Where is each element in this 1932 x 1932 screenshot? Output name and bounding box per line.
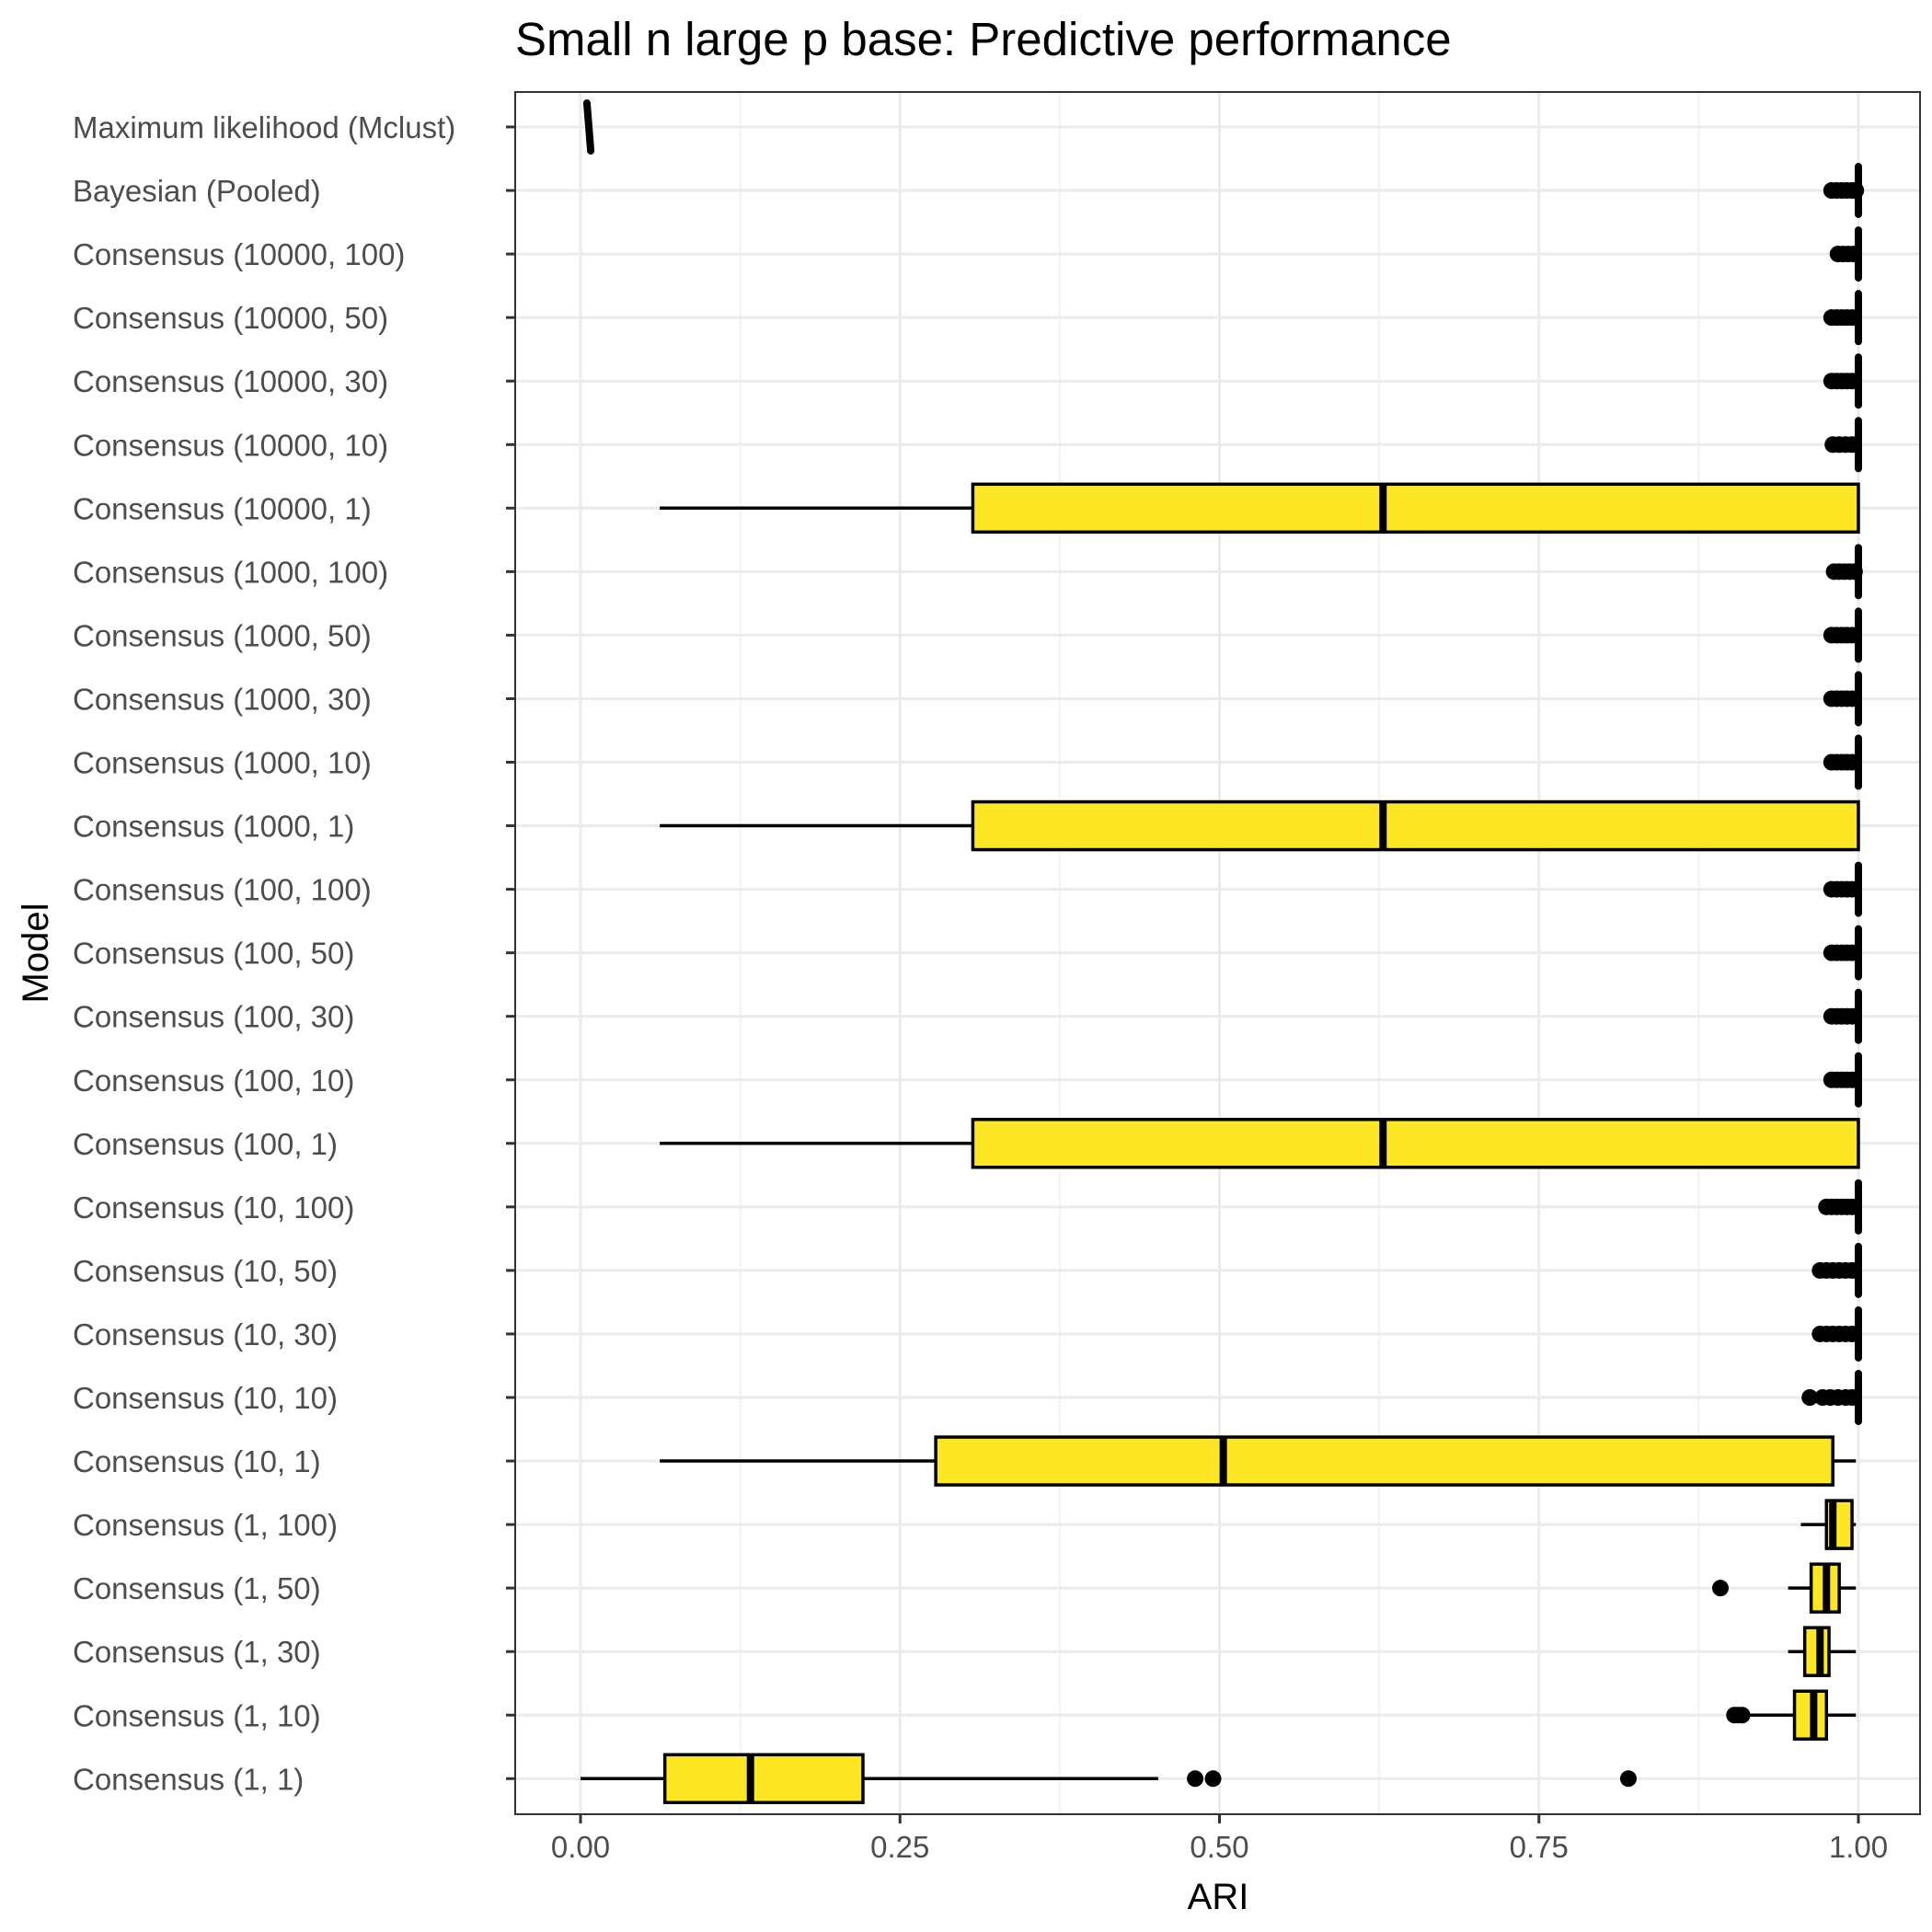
box-group [581, 1753, 1637, 1805]
outlier-point [1844, 690, 1861, 707]
boxes-layer [581, 99, 1865, 1805]
y-tick-label: Consensus (10, 50) [73, 1254, 338, 1288]
box-group [1823, 163, 1865, 219]
box-group [1801, 1370, 1863, 1425]
outlier-point [1844, 436, 1861, 454]
outlier-point [1187, 1770, 1204, 1788]
y-tick-label: Consensus (1, 50) [73, 1571, 321, 1605]
box-group [1823, 861, 1863, 917]
outlier-point [1844, 1007, 1861, 1025]
y-tick-label: Consensus (100, 100) [73, 873, 372, 907]
y-tick-label: Consensus (1, 100) [73, 1508, 338, 1542]
outlier-point [1844, 1198, 1861, 1215]
y-tick-label: Consensus (10, 100) [73, 1190, 354, 1225]
y-tick-label: Consensus (1000, 50) [73, 618, 372, 652]
outlier-point [1733, 1707, 1751, 1724]
y-tick-label: Consensus (10, 10) [73, 1381, 338, 1415]
y-tick-label: Consensus (10000, 1) [73, 491, 372, 525]
y-tick-label: Consensus (1, 1) [73, 1762, 304, 1796]
y-tick-label: Consensus (10, 1) [73, 1444, 321, 1478]
x-tick-label: 1.00 [1829, 1830, 1888, 1864]
y-tick-label: Consensus (10000, 50) [73, 301, 388, 335]
box-group [1824, 417, 1863, 473]
box-iqr [934, 1435, 1834, 1487]
outlier-point [1844, 1261, 1861, 1279]
box-group [1823, 925, 1863, 981]
y-tick-label: Consensus (1000, 100) [73, 555, 388, 589]
y-tick-label: Consensus (1, 10) [73, 1698, 321, 1732]
y-tick-label: Consensus (1000, 1) [73, 810, 354, 844]
plot-panel [515, 92, 1920, 1814]
outlier-point [1619, 1770, 1637, 1788]
outlier-point [1845, 246, 1862, 263]
box-group [660, 799, 1860, 852]
outlier-point [1801, 1389, 1819, 1406]
outlier-point [1844, 309, 1861, 327]
box-iqr [971, 799, 1860, 852]
box-collapsed [582, 99, 595, 155]
y-tick-label: Consensus (10000, 30) [73, 364, 388, 398]
y-tick-label: Consensus (10000, 100) [73, 237, 405, 271]
box-iqr [971, 1118, 1860, 1169]
outlier-point [1711, 1580, 1729, 1597]
outlier-point [1844, 753, 1861, 771]
y-tick-label: Consensus (100, 50) [73, 937, 354, 971]
chart-title: Small n large p base: Predictive perform… [515, 13, 1452, 65]
x-axis: 0.00 0.25 0.50 0.75 1.00 [551, 1814, 1888, 1864]
box-group [1788, 1626, 1857, 1677]
outlier-point [1844, 880, 1861, 898]
box-group [1825, 544, 1863, 600]
outlier-point [1844, 1389, 1861, 1406]
outlier-point [1844, 944, 1861, 961]
box-group [660, 1435, 1857, 1487]
box-group [1811, 1242, 1863, 1298]
box-group [1726, 1689, 1857, 1741]
box-group [1829, 226, 1863, 282]
box-group [1823, 988, 1863, 1044]
box-group [660, 1118, 1860, 1169]
outlier-point [1844, 627, 1861, 644]
box-group [1823, 353, 1863, 409]
y-tick-label: Consensus (1, 30) [73, 1635, 321, 1669]
y-tick-label: Consensus (1000, 30) [73, 682, 372, 716]
outlier-point [1847, 182, 1865, 200]
box-group [1823, 290, 1863, 346]
box-group [1823, 671, 1863, 727]
y-tick-label: Consensus (10, 30) [73, 1317, 338, 1351]
y-tick-label: Bayesian (Pooled) [73, 174, 321, 208]
y-axis: Maximum likelihood (Mclust) Bayesian (Poo… [73, 91, 1921, 1815]
y-tick-label: Consensus (1000, 10) [73, 746, 372, 780]
box-iqr [662, 1753, 865, 1805]
box-group [1811, 1305, 1863, 1362]
box-group [660, 482, 1860, 535]
y-tick-label: Consensus (100, 30) [73, 1000, 354, 1034]
y-tick-label: Consensus (100, 1) [73, 1127, 338, 1161]
box-group [1711, 1562, 1857, 1614]
x-tick-label: 0.50 [1190, 1830, 1248, 1864]
box-group [1823, 607, 1863, 663]
x-tick-label: 0.25 [870, 1830, 929, 1864]
box-group [1823, 1052, 1863, 1108]
outlier-point [1844, 1325, 1861, 1342]
box-iqr [971, 482, 1860, 535]
y-tick-label: Maximum likelihood (Mclust) [73, 110, 455, 144]
box-group [1818, 1179, 1863, 1235]
outlier-point [1204, 1770, 1222, 1788]
box-group [1800, 1499, 1857, 1550]
outlier-point [1846, 563, 1863, 581]
y-tick-label: Consensus (10000, 10) [73, 428, 388, 462]
box-group [1823, 734, 1863, 790]
outlier-point [1844, 1071, 1861, 1088]
x-axis-title: ARI [1188, 1877, 1249, 1917]
x-tick-label: 0.75 [1510, 1830, 1569, 1864]
x-tick-label: 0.00 [551, 1830, 610, 1864]
box-group [582, 99, 595, 155]
y-axis-title: Model [16, 903, 56, 1004]
outlier-point [1844, 373, 1861, 390]
y-tick-label: Consensus (100, 10) [73, 1064, 354, 1098]
